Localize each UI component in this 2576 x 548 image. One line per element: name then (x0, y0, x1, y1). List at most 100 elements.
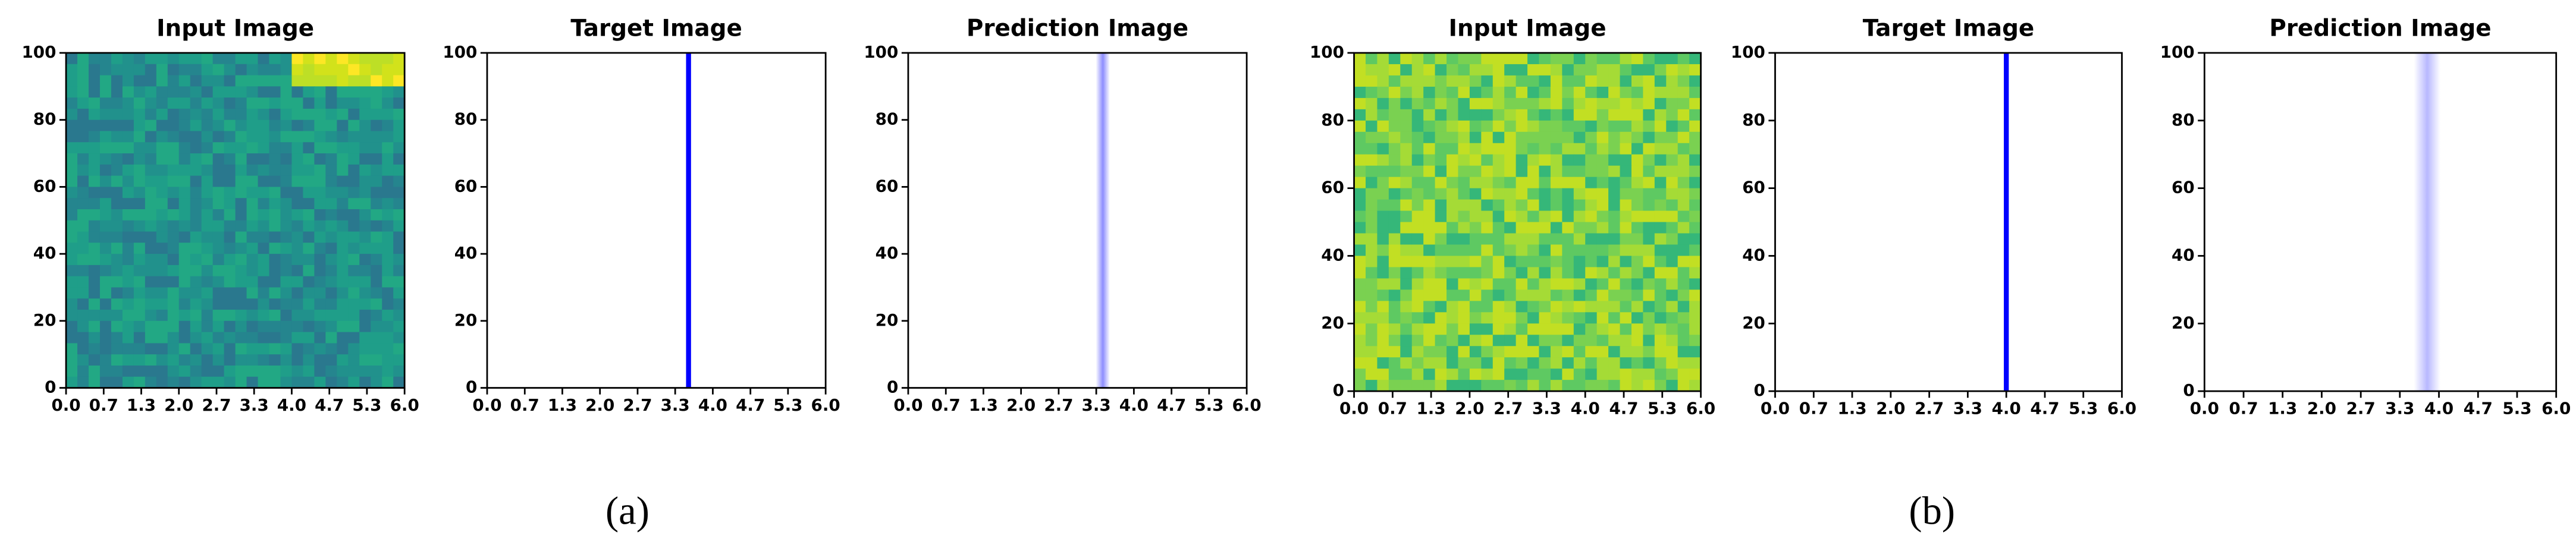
heat-cell (201, 175, 214, 188)
heat-cell (1400, 335, 1413, 347)
heat-cell (1388, 131, 1401, 144)
heat-cell (1666, 335, 1678, 347)
heat-cell (1596, 109, 1609, 121)
x-tick-label: 6.0 (811, 395, 840, 415)
heat-cell (190, 376, 202, 389)
heat-cell (1539, 301, 1551, 313)
heat-cell (235, 376, 247, 389)
heat-cell (1423, 357, 1436, 370)
heat-cell (314, 86, 327, 98)
heat-cell (133, 264, 146, 277)
heat-cell (269, 287, 281, 300)
heat-cell (1435, 301, 1447, 313)
heat-cell (224, 198, 236, 210)
heat-cell (1481, 278, 1493, 291)
heat-cell (156, 343, 168, 355)
heat-cell (1388, 143, 1401, 155)
heat-cell (359, 86, 372, 98)
x-tick-label: 0.0 (893, 395, 923, 415)
heat-cell (66, 108, 78, 121)
heat-cell (1481, 256, 1493, 268)
heat-cell (1631, 369, 1644, 380)
x-tick-label: 2.0 (1455, 399, 1484, 418)
heat-cell (1447, 267, 1459, 279)
heat-cell (258, 86, 270, 98)
heat-cell (325, 142, 338, 154)
heat-cell (1365, 301, 1378, 313)
heat-cell (393, 264, 406, 277)
heat-cell (1492, 323, 1505, 336)
heat-cell (167, 276, 180, 288)
y-tick-label: 80 (1742, 110, 1765, 130)
y-tick-label: 40 (876, 243, 899, 263)
heat-cell (348, 254, 360, 266)
heat-cell (1677, 165, 1690, 178)
panel-title: Target Image (570, 15, 742, 42)
heat-cell (156, 365, 168, 377)
heat-cell (88, 187, 101, 199)
heat-cell (1469, 312, 1482, 325)
heat-cell (1689, 199, 1702, 212)
heat-cell (371, 298, 383, 310)
heat-cell (1550, 64, 1563, 76)
heat-cell (348, 187, 360, 199)
heat-cell (1388, 97, 1401, 110)
heat-cell (269, 209, 281, 221)
heat-cell (382, 198, 394, 210)
heat-cell (1550, 335, 1563, 347)
y-tick-label: 60 (1742, 178, 1765, 197)
heat-cell (1481, 109, 1493, 121)
heat-cell (1469, 154, 1482, 166)
x-tick-label: 4.7 (1609, 399, 1638, 418)
heat-cell (1435, 97, 1447, 110)
heat-cell (1527, 335, 1540, 347)
heat-cell (1447, 52, 1459, 65)
heat-cell (1539, 323, 1551, 336)
heat-cell (280, 175, 293, 188)
heat-cell (145, 52, 157, 65)
heat-cell (167, 64, 180, 76)
heat-cell (122, 175, 134, 188)
heat-cell (1492, 357, 1505, 370)
heat-cell (1689, 267, 1702, 279)
heat-cell (1527, 380, 1540, 392)
heat-cell (1689, 64, 1702, 76)
heat-cell (1666, 289, 1678, 302)
heat-cell (66, 97, 78, 109)
heat-cell (1689, 278, 1702, 291)
heat-cell (1631, 188, 1644, 200)
heat-cell (1365, 188, 1378, 200)
heat-cell (1516, 256, 1528, 268)
axes-frame (1353, 52, 1702, 392)
y-tick-label: 100 (443, 42, 477, 62)
heat-cell (145, 64, 157, 76)
heat-cell (1620, 199, 1632, 212)
heat-cell (269, 86, 281, 98)
heat-cell (348, 320, 360, 333)
heat-cell (178, 320, 191, 333)
heat-cell (337, 298, 349, 310)
heat-cell (1585, 346, 1598, 358)
x-tick-label: 1.3 (1416, 399, 1445, 418)
heat-cell (337, 343, 349, 355)
heat-cell (371, 254, 383, 266)
heat-cell (77, 310, 89, 322)
heat-cell (178, 332, 191, 344)
heat-cell (337, 365, 349, 377)
heat-cell (66, 320, 78, 333)
heat-cell (291, 64, 304, 76)
heat-cell (246, 119, 259, 132)
heat-cell (1411, 256, 1424, 268)
heat-cell (1411, 86, 1424, 99)
heat-cell (1388, 335, 1401, 347)
heat-cell (1423, 64, 1436, 76)
heat-cell (1423, 222, 1436, 234)
heat-cell (291, 52, 304, 65)
heat-cell (1354, 335, 1366, 347)
heat-cell (382, 332, 394, 344)
heat-cell (1447, 86, 1459, 99)
heat-cell (122, 376, 134, 389)
heat-cell (145, 108, 157, 121)
